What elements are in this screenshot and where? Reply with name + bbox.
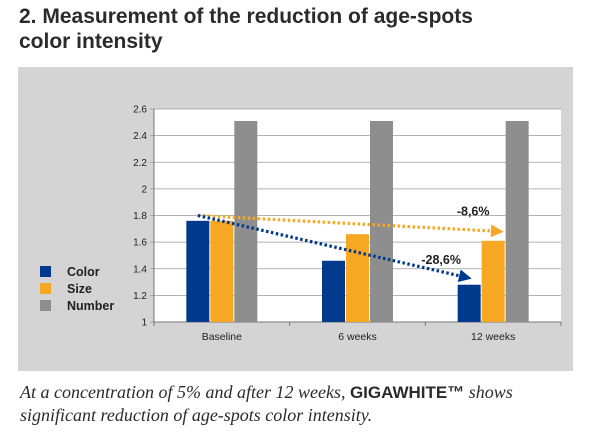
chart-panel: 1 1.2 1.4 1.6 1.8 2 2.2 2.4 2.6 Baseline 6 weeks 12… bbox=[18, 67, 573, 371]
caption: At a concentration of 5% and after 12 we… bbox=[20, 381, 580, 427]
y-tick-label: 1 bbox=[141, 318, 147, 329]
legend-swatch-color bbox=[40, 266, 51, 277]
y-tick-label: 1.2 bbox=[133, 291, 147, 302]
bar-size bbox=[481, 240, 505, 322]
bar-color bbox=[457, 284, 481, 322]
trend-arrow-size bbox=[197, 213, 504, 238]
y-tick-label: 1.6 bbox=[133, 238, 147, 249]
caption-text-1: At a concentration of 5% and after 12 we… bbox=[20, 382, 350, 402]
y-tick-label: 2 bbox=[141, 184, 147, 195]
y-tick-label: 2.2 bbox=[133, 158, 147, 169]
bar-size bbox=[210, 220, 234, 322]
y-tick-label: 1.8 bbox=[133, 211, 147, 222]
x-tick-label: 12 weeks bbox=[471, 331, 515, 343]
x-tick-label: 6 weeks bbox=[338, 331, 377, 343]
chart-title-line-2: color intensity bbox=[19, 30, 163, 53]
caption-brand: GIGAWHITE™ bbox=[349, 383, 465, 402]
annotation-label-size: -8,6% bbox=[457, 204, 490, 218]
y-tick-label: 1.4 bbox=[133, 264, 147, 275]
legend-swatch-number bbox=[40, 300, 51, 311]
x-tick-label: Baseline bbox=[202, 331, 242, 343]
bar-number bbox=[370, 120, 393, 322]
legend-label-color: Color bbox=[67, 265, 100, 279]
legend-label-number: Number bbox=[67, 299, 114, 313]
annotation-label-color: -28,6% bbox=[421, 253, 461, 267]
bar-color bbox=[322, 260, 345, 322]
chart-title: 2. Measurement of the reduction of age-s… bbox=[19, 4, 579, 54]
bar-number bbox=[505, 120, 529, 322]
trend-arrow-color bbox=[197, 213, 472, 283]
bar-number bbox=[234, 120, 258, 322]
y-tick-label: 2.6 bbox=[133, 105, 147, 116]
chart-title-line-1: 2. Measurement of the reduction of age-s… bbox=[19, 5, 473, 28]
y-tick-label: 2.4 bbox=[133, 131, 147, 142]
bar-chart: 1 1.2 1.4 1.6 1.8 2 2.2 2.4 2.6 Baseline 6 weeks 12… bbox=[40, 105, 562, 343]
bar-size bbox=[346, 234, 369, 322]
caption-text-2: shows significant reduction of age-spots… bbox=[20, 382, 513, 425]
legend-label-size: Size bbox=[67, 282, 92, 296]
legend-swatch-size bbox=[40, 283, 51, 294]
bar-color bbox=[186, 220, 210, 322]
